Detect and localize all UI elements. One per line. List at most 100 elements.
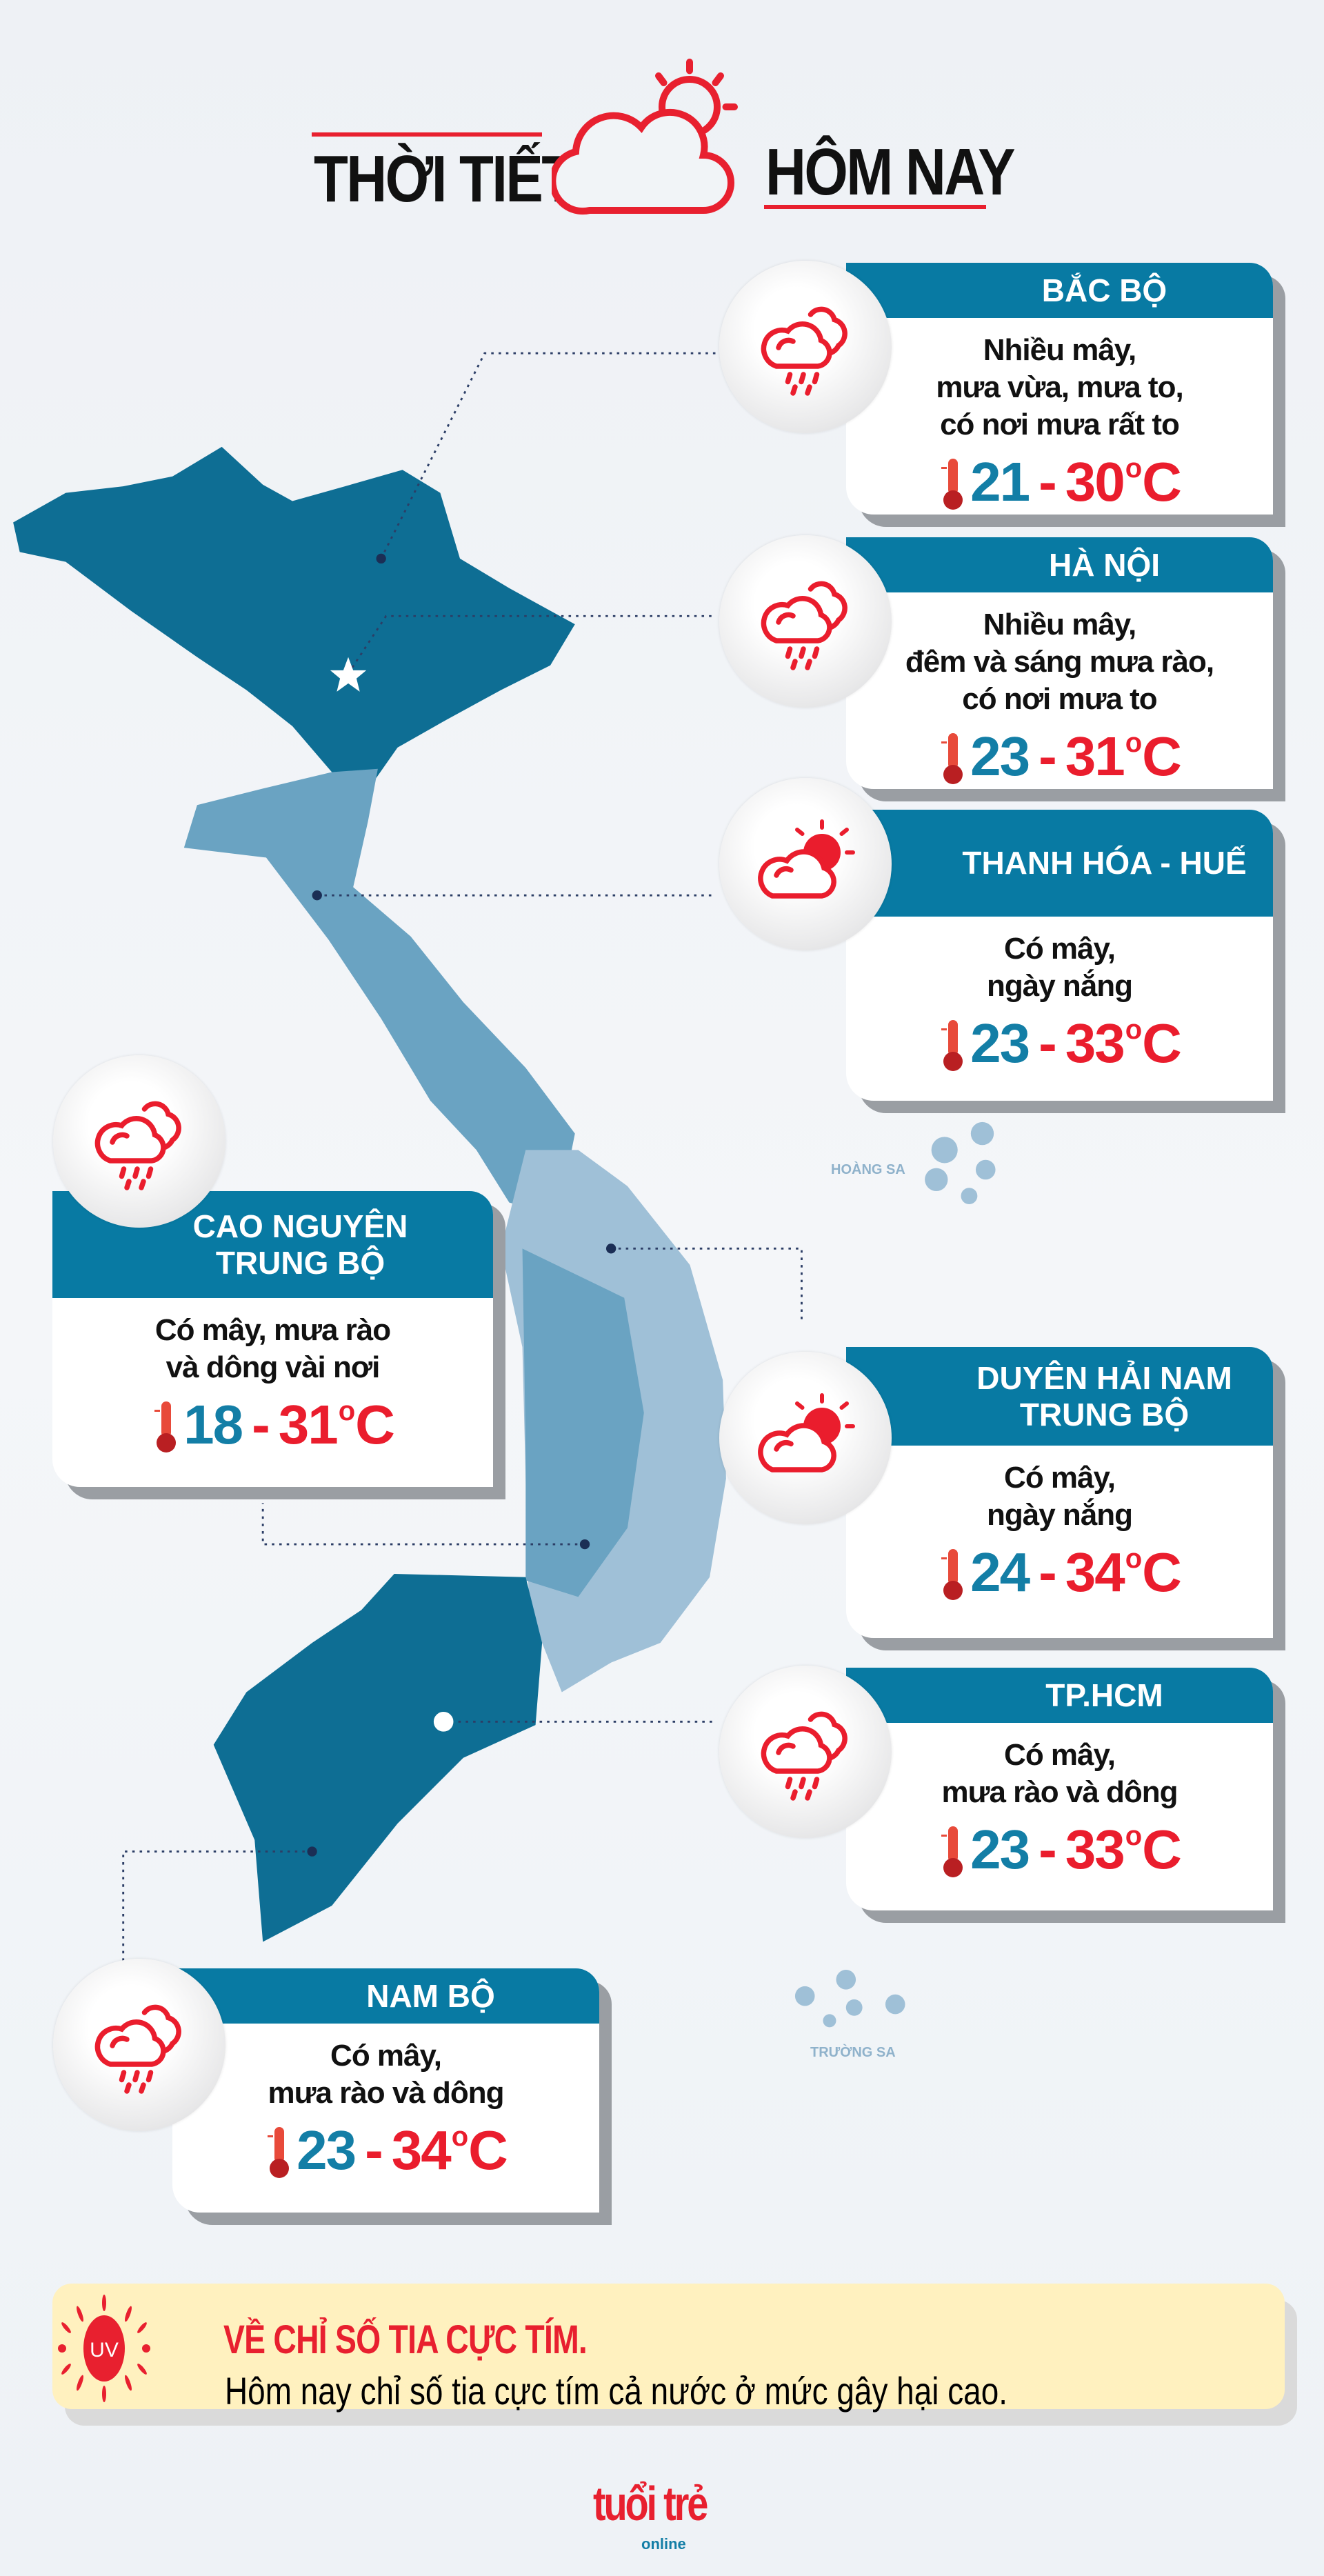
weather-icon-bubble bbox=[53, 1959, 225, 2131]
degree-sign: o bbox=[1125, 1544, 1142, 1575]
temp-min: 23 bbox=[970, 1012, 1030, 1075]
region-name: CAO NGUYÊN TRUNG BỘ bbox=[52, 1191, 493, 1298]
temperature-range: 21-30 o C bbox=[846, 452, 1273, 512]
region-name: THANH HÓA - HUẾ bbox=[846, 810, 1273, 917]
uv-title: VỀ CHỈ SỐ TIA CỰC TÍM. bbox=[223, 2317, 588, 2362]
temp-max: 31 bbox=[278, 1394, 339, 1456]
truong-sa-label: TRƯỜNG SA bbox=[810, 2045, 896, 2060]
degree-sign: o bbox=[1125, 453, 1142, 484]
title-rule-left bbox=[312, 132, 542, 137]
region-description: Nhiều mây, đêm và sáng mưa rào, có nơi mưa… bbox=[846, 606, 1273, 718]
description-line: có nơi mưa to bbox=[962, 682, 1157, 717]
temp-unit: C bbox=[1142, 1819, 1182, 1881]
region-name: TP.HCM bbox=[846, 1668, 1273, 1723]
uv-info-box: UV VỀ CHỈ SỐ TIA CỰC TÍM. Hôm nay chỉ số… bbox=[52, 2284, 1285, 2412]
degree-sign: o bbox=[451, 2121, 468, 2153]
temp-dash: - bbox=[365, 2119, 383, 2181]
temp-min: 23 bbox=[297, 2119, 357, 2181]
description-line: Nhiều mây, bbox=[983, 608, 1136, 641]
hcmc-marker bbox=[430, 1708, 457, 1735]
temp-dash: - bbox=[1039, 1541, 1057, 1604]
uv-text: Hôm nay chỉ số tia cực tím cả nước ở mức… bbox=[225, 2369, 1007, 2413]
temperature-range: 23-33 o C bbox=[846, 1819, 1273, 1880]
temp-dash: - bbox=[252, 1394, 270, 1456]
capital-star-icon bbox=[330, 657, 367, 692]
thermometer-icon bbox=[154, 1401, 177, 1453]
temp-unit: C bbox=[1142, 1541, 1182, 1604]
region-name: NAM BỘ bbox=[172, 1968, 599, 2024]
thermometer-icon bbox=[941, 1549, 963, 1601]
region-description: Có mây, mưa rào và dông bbox=[172, 2037, 599, 2112]
region-name: DUYÊN HẢI NAM TRUNG BỘ bbox=[846, 1347, 1273, 1446]
region-description: Có mây, ngày nắng bbox=[846, 930, 1273, 1005]
degree-sign: o bbox=[338, 1396, 355, 1427]
weather-icon-bubble bbox=[719, 535, 892, 708]
temp-max: 30 bbox=[1065, 451, 1125, 513]
region-card-duyen-hai-nam-trung-bo: DUYÊN HẢI NAM TRUNG BỘ Có mây, ngày nắng 24… bbox=[846, 1347, 1273, 1638]
temp-max: 31 bbox=[1065, 726, 1125, 788]
thermometer-icon bbox=[941, 459, 963, 510]
sun-cloud-icon bbox=[750, 1385, 861, 1492]
description-line: Có mây, mưa rào bbox=[154, 1313, 391, 1347]
temp-dash: - bbox=[1039, 1819, 1057, 1881]
description-line: Có mây, bbox=[330, 2039, 442, 2073]
map-region-south bbox=[213, 1573, 543, 1942]
temp-max: 33 bbox=[1065, 1012, 1125, 1075]
temp-min: 21 bbox=[970, 451, 1030, 513]
degree-sign: o bbox=[1125, 1821, 1142, 1852]
rain-cloud-icon bbox=[754, 294, 857, 401]
description-line: Có mây, bbox=[1004, 1738, 1116, 1772]
temp-dash: - bbox=[1039, 1012, 1057, 1075]
temp-min: 23 bbox=[970, 1819, 1030, 1881]
region-card-cao-nguyen-trung-bo: CAO NGUYÊN TRUNG BỘ Có mây, mưa rào và dôn… bbox=[52, 1191, 493, 1487]
temperature-range: 18-31 o C bbox=[52, 1395, 493, 1455]
thermometer-icon bbox=[941, 1020, 963, 1072]
temp-dash: - bbox=[1039, 451, 1057, 513]
hoang-sa-label: HOÀNG SA bbox=[831, 1162, 905, 1177]
description-line: Nhiều mây, bbox=[983, 333, 1136, 367]
map-region-highlands bbox=[522, 1248, 644, 1597]
weather-icon-bubble bbox=[719, 778, 892, 950]
description-line: ngày nắng bbox=[986, 1498, 1133, 1532]
description-line: mưa rào và dông bbox=[268, 2076, 504, 2110]
weather-icon-bubble bbox=[719, 261, 892, 433]
weather-icon-bubble bbox=[53, 1055, 225, 1228]
temp-max: 33 bbox=[1065, 1819, 1125, 1881]
title-right: HÔM NAY bbox=[765, 135, 1016, 209]
uv-badge: UV bbox=[90, 2339, 119, 2362]
region-name: HÀ NỘI bbox=[846, 537, 1273, 592]
temperature-range: 23-33 o C bbox=[846, 1013, 1273, 1074]
rain-cloud-icon bbox=[754, 1699, 857, 1806]
weather-icon-bubble bbox=[719, 1666, 892, 1838]
region-card-ha-noi: HÀ NỘI Nhiều mây, đêm và sáng mưa rào, có n… bbox=[846, 537, 1273, 789]
temp-unit: C bbox=[1142, 451, 1182, 513]
map-region-north bbox=[13, 446, 575, 781]
thermometer-icon bbox=[941, 733, 963, 785]
region-name: BẮC BỘ bbox=[846, 263, 1273, 318]
region-card-tp-hcm: TP.HCM Có mây, mưa rào và dông 23-33 o C bbox=[846, 1668, 1273, 1910]
description-line: Có mây, bbox=[1004, 1461, 1116, 1495]
weather-icon-bubble bbox=[719, 1352, 892, 1524]
logo-main: tuổi trẻ bbox=[593, 2477, 708, 2530]
temp-unit: C bbox=[1142, 1012, 1182, 1075]
tuoi-tre-logo[interactable]: tuổi trẻ online bbox=[593, 2476, 759, 2566]
temperature-range: 24-34 o C bbox=[846, 1542, 1273, 1603]
temp-min: 24 bbox=[970, 1541, 1030, 1604]
degree-sign: o bbox=[1125, 1015, 1142, 1046]
region-description: Có mây, ngày nắng bbox=[846, 1459, 1273, 1534]
description-line: mưa vừa, mưa to, bbox=[936, 370, 1183, 405]
description-line: đêm và sáng mưa rào, bbox=[905, 645, 1214, 679]
temp-dash: - bbox=[1039, 726, 1057, 788]
hoang-sa-islands bbox=[925, 1121, 996, 1205]
region-card-nam-bo: NAM BỘ Có mây, mưa rào và dông 23-34 o C bbox=[172, 1968, 599, 2213]
title-left: THỜI TIẾT bbox=[314, 142, 576, 216]
region-description: Có mây, mưa rào và dông vài nơi bbox=[52, 1312, 493, 1386]
temp-unit: C bbox=[355, 1394, 395, 1456]
temp-unit: C bbox=[1142, 726, 1182, 788]
